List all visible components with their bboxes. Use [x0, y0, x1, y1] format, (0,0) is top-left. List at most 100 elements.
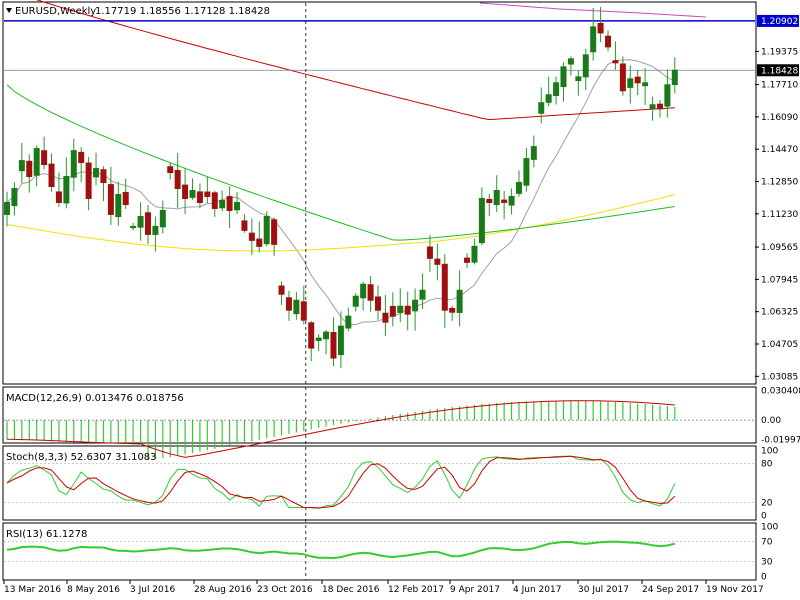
- candle-body: [575, 76, 582, 82]
- y-tick-label: 1.07945: [761, 275, 798, 285]
- candle-body: [367, 284, 374, 301]
- x-tick-label: 3 Jul 2016: [130, 585, 175, 595]
- x-tick-label: 24 Sep 2017: [642, 585, 699, 595]
- ma-green-line: [6, 84, 675, 241]
- candle-body: [152, 225, 159, 235]
- candle-body: [18, 160, 25, 172]
- y-tick-label: 1.09565: [761, 243, 798, 253]
- stoch-title: Stoch(8,3,3) 52.6307 31.1083: [6, 452, 157, 463]
- candle-body: [360, 283, 367, 299]
- candle-body: [471, 245, 478, 263]
- chart-ohlc: 1.17719 1.18556 1.17128 1.18428: [95, 6, 270, 17]
- candle-body: [285, 297, 292, 311]
- candle-body: [159, 209, 166, 228]
- y-tick-label: 1.18428: [761, 66, 798, 76]
- candle-body: [538, 102, 545, 114]
- macd-tick-label: -0.019979: [761, 436, 800, 446]
- y-tick-label: 1.06325: [761, 308, 798, 318]
- y-tick-label: 1.14470: [761, 145, 798, 155]
- candle-body: [642, 82, 649, 87]
- rsi-line: [6, 540, 676, 560]
- candle-body: [345, 315, 352, 329]
- x-tick-label: 13 Mar 2016: [4, 585, 61, 595]
- candle-body: [352, 295, 359, 307]
- chart-symbol: EURUSD,Weekly: [15, 6, 96, 17]
- candle-body: [456, 289, 463, 313]
- candle-body: [33, 148, 40, 176]
- macd-plot: [4, 400, 755, 460]
- candlestick-plot: [4, 0, 755, 580]
- candle-body: [664, 84, 671, 107]
- candle-body: [241, 220, 248, 231]
- candle-body: [515, 182, 522, 194]
- candle-body: [464, 257, 471, 263]
- candle-body: [48, 163, 55, 188]
- candle-body: [93, 168, 100, 178]
- stoch-pane: [2, 445, 757, 521]
- main-pane: [2, 1, 757, 385]
- candle-body: [4, 201, 10, 215]
- candle-body: [449, 307, 456, 313]
- stoch-tick-label: 100: [761, 446, 778, 456]
- candle-body: [649, 104, 656, 110]
- candle-body: [582, 54, 589, 78]
- y-tick-label: 1.17710: [761, 81, 798, 91]
- axes: 1.20902 1.19375 1.18428 1.17710 1.16090 1.144…: [3, 14, 800, 595]
- candle-body: [174, 169, 181, 190]
- candle-body: [26, 160, 33, 178]
- rsi-title: RSI(13) 61.1278: [6, 529, 87, 540]
- rsi-pane: [2, 522, 757, 581]
- rsi-tick-label: 30: [761, 558, 773, 568]
- candle-body: [70, 150, 77, 178]
- y-tick-label: 1.03085: [761, 372, 798, 382]
- candle-body: [486, 198, 493, 203]
- candle-body: [196, 191, 203, 203]
- ma-purple-line: [479, 2, 707, 18]
- x-tick-label: 23 Oct 2016: [257, 585, 313, 595]
- candle-body: [323, 331, 330, 340]
- candle-body: [137, 215, 144, 228]
- candle-body: [389, 305, 396, 317]
- candle-body: [63, 176, 70, 204]
- candle-body: [671, 69, 678, 86]
- candle-body: [627, 78, 634, 88]
- stoch-tick-label: 20: [761, 499, 773, 509]
- candle-body: [553, 82, 560, 97]
- candle-body: [41, 150, 48, 166]
- candle-body: [597, 22, 604, 34]
- candle-body: [545, 94, 552, 103]
- x-tick-label: 28 Aug 2016: [194, 585, 252, 595]
- candle-body: [144, 212, 151, 235]
- candle-body: [330, 332, 337, 359]
- candle-body: [189, 190, 196, 198]
- y-tick-label: 1.11230: [761, 210, 798, 220]
- candle-body: [619, 63, 626, 92]
- candle-body: [271, 219, 278, 245]
- candle-body: [612, 60, 619, 64]
- candle-body: [590, 26, 597, 53]
- x-tick-label: 4 Jun 2017: [513, 585, 561, 595]
- candle-body: [605, 35, 612, 48]
- ma-red-line: [36, 0, 675, 121]
- candle-body: [211, 192, 218, 209]
- y-tick-label: 1.04705: [761, 340, 798, 350]
- candle-body: [426, 246, 433, 259]
- candle-body: [278, 285, 285, 295]
- candle-body: [263, 215, 270, 245]
- y-tick-label: 1.16090: [761, 113, 798, 123]
- candle-body: [204, 191, 211, 197]
- stoch-tick-label: 0: [761, 512, 767, 522]
- candle-body: [523, 158, 530, 186]
- y-tick-label: 1.12850: [761, 178, 798, 188]
- candle-body: [567, 58, 574, 65]
- candle-body: [560, 66, 567, 88]
- x-tick-label: 9 Apr 2017: [450, 585, 500, 595]
- dropdown-triangle-icon[interactable]: [6, 8, 12, 13]
- stoch-tick-label: 80: [761, 459, 773, 469]
- candle-body: [248, 232, 255, 241]
- y-tick-label: 1.19375: [761, 47, 798, 57]
- candle-body: [337, 325, 344, 356]
- rsi-tick-label: 70: [761, 538, 773, 548]
- candle-body: [234, 201, 241, 211]
